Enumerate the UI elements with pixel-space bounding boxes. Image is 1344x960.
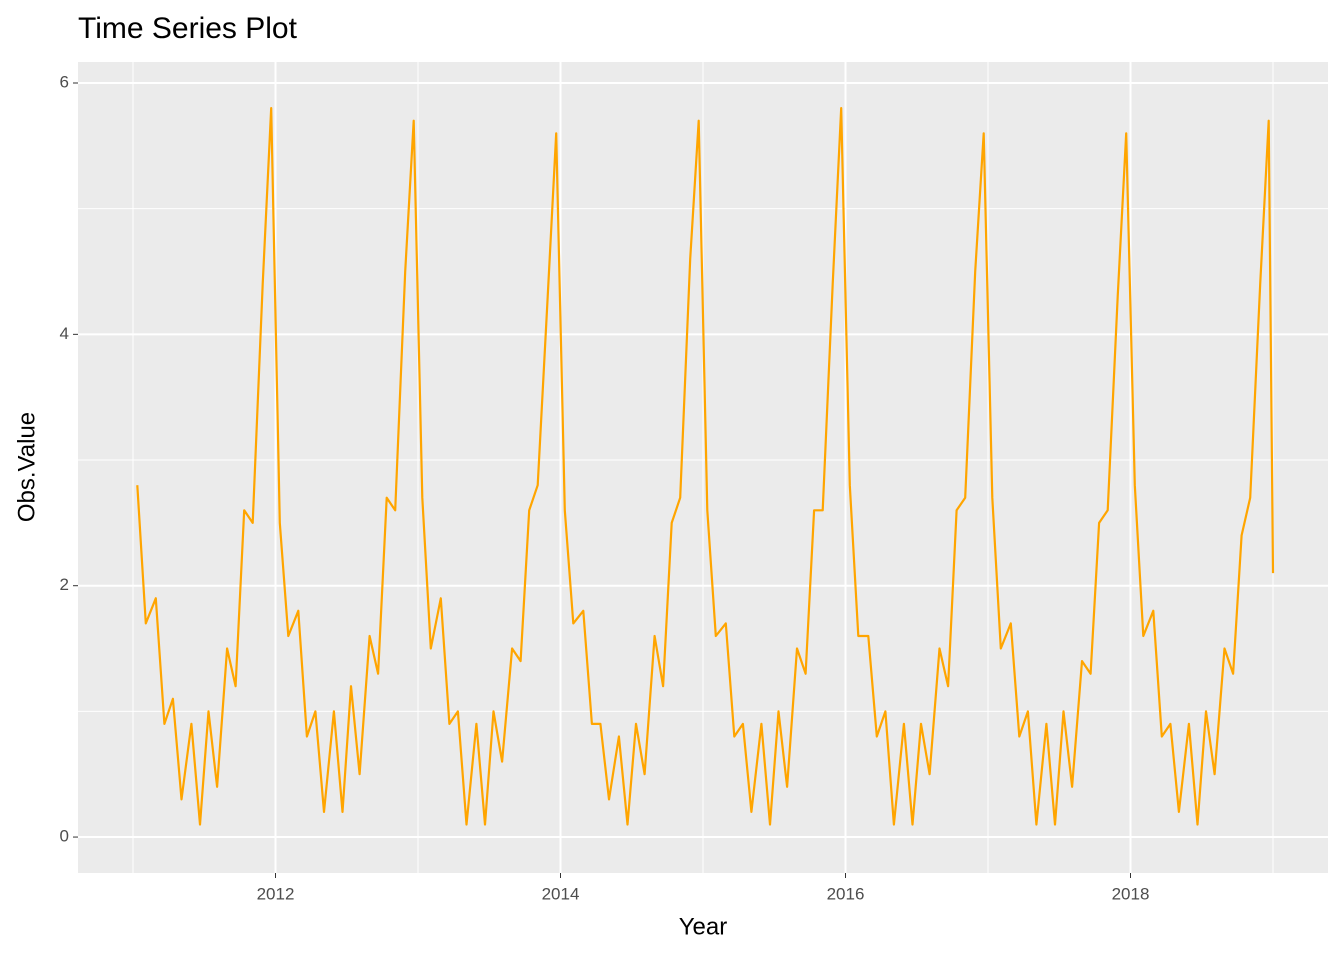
y-tick-label: 4 <box>60 324 69 343</box>
chart-title: Time Series Plot <box>78 12 298 45</box>
x-tick-label: 2016 <box>827 884 865 903</box>
x-axis-title: Year <box>679 913 728 940</box>
y-tick-label: 6 <box>60 72 69 91</box>
series-line <box>136 107 1275 826</box>
x-tick-label: 2018 <box>1112 884 1150 903</box>
x-tick-label: 2014 <box>542 884 580 903</box>
y-tick-label: 0 <box>60 827 69 846</box>
y-axis-title: Obs.Value <box>13 412 40 522</box>
y-tick-label: 2 <box>60 575 69 594</box>
x-tick-label: 2012 <box>257 884 295 903</box>
